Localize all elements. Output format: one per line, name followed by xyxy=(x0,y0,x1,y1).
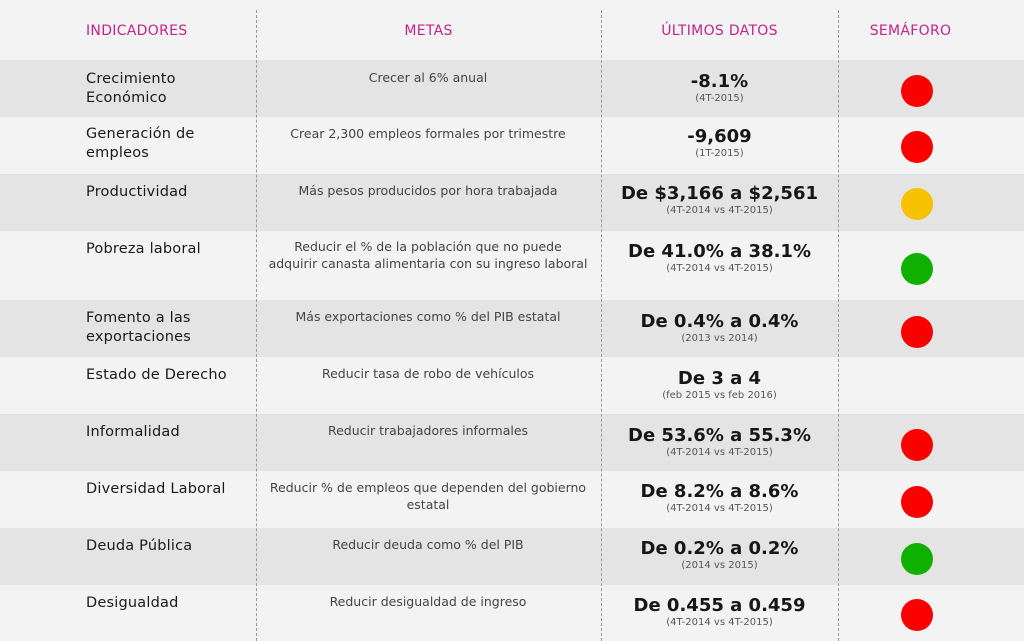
traffic-light-verde-icon xyxy=(901,253,933,285)
data-value: De 0.455 a 0.459 xyxy=(633,595,806,616)
latest-data: De 3 a 4 (feb 2015 vs feb 2016) xyxy=(601,368,838,402)
data-period: (feb 2015 vs feb 2016) xyxy=(662,390,777,401)
goal-text: Más exportaciones como % del PIB estatal xyxy=(295,309,561,324)
data-value: De $3,166 a $2,561 xyxy=(620,183,818,204)
table-row: Productividad Más pesos producidos por ho… xyxy=(0,174,1024,231)
header-metas: METAS xyxy=(404,23,453,39)
data-period: (4T-2015) xyxy=(695,93,744,104)
table-header: INDICADORES METAS ÚLTIMOS DATOS SEMÁFORO xyxy=(0,0,1024,60)
data-value: De 0.2% a 0.2% xyxy=(640,538,799,559)
data-period: (4T-2014 vs 4T-2015) xyxy=(666,503,773,514)
data-period: (2014 vs 2015) xyxy=(681,560,758,571)
data-value: De 8.2% a 8.6% xyxy=(640,481,799,502)
goal-text: Más pesos producidos por hora trabajada xyxy=(298,183,558,198)
traffic-light-rojo-icon xyxy=(901,75,933,107)
goal-text: Reducir tasa de robo de vehículos xyxy=(321,366,534,381)
header-indicadores: INDICADORES xyxy=(86,23,188,39)
data-period: (4T-2014 vs 4T-2015) xyxy=(666,447,773,458)
traffic-light-rojo-icon xyxy=(901,131,933,163)
table-row: Deuda Pública Reducir deuda como % del PI… xyxy=(0,528,1024,585)
goal-text: Reducir trabajadores informales xyxy=(327,423,529,438)
latest-data: De 8.2% a 8.6% (4T-2014 vs 4T-2015) xyxy=(601,481,838,515)
data-period: (4T-2014 vs 4T-2015) xyxy=(666,205,773,216)
goal-text: Crear 2,300 empleos formales por trimest… xyxy=(290,126,566,141)
data-value: De 53.6% a 55.3% xyxy=(628,425,811,446)
table-row: Crecimiento Económico Crecer al 6% anual -… xyxy=(0,60,1024,117)
latest-data: De 0.4% a 0.4% (2013 vs 2014) xyxy=(601,311,838,345)
goal-text: Reducir deuda como % del PIB xyxy=(332,537,524,552)
latest-data: -9,609 (1T-2015) xyxy=(601,126,838,160)
latest-data: De 0.2% a 0.2% (2014 vs 2015) xyxy=(601,538,838,572)
table-row: Pobreza laboral Reducir el % de la poblac… xyxy=(0,231,1024,300)
data-period: (4T-2014 vs 4T-2015) xyxy=(666,617,773,628)
traffic-light-verde-icon xyxy=(901,543,933,575)
data-value: De 3 a 4 xyxy=(677,368,762,389)
indicator-name: Informalidad xyxy=(86,424,180,440)
indicator-name: Productividad xyxy=(86,184,188,200)
data-value: De 0.4% a 0.4% xyxy=(640,311,799,332)
header-ultimos-datos: ÚLTIMOS DATOS xyxy=(661,23,778,39)
data-value: -8.1% xyxy=(690,71,749,92)
traffic-light-rojo-icon xyxy=(901,316,933,348)
latest-data: De 0.455 a 0.459 (4T-2014 vs 4T-2015) xyxy=(601,595,838,629)
indicator-name: Generación de empleos xyxy=(86,126,195,161)
header-semaforo: SEMÁFORO xyxy=(869,23,952,39)
table-row: Estado de Derecho Reducir tasa de robo de… xyxy=(0,357,1024,414)
latest-data: De 53.6% a 55.3% (4T-2014 vs 4T-2015) xyxy=(601,425,838,459)
indicator-name: Deuda Pública xyxy=(86,538,193,554)
table-row: Desigualdad Reducir desigualdad de ingres… xyxy=(0,585,1024,641)
table-row: Fomento a las exportaciones Más exportaci… xyxy=(0,300,1024,357)
column-divider xyxy=(601,10,602,641)
latest-data: -8.1% (4T-2015) xyxy=(601,71,838,105)
data-period: (2013 vs 2014) xyxy=(681,333,758,344)
traffic-light-amarillo-icon xyxy=(901,188,933,220)
data-value: De 41.0% a 38.1% xyxy=(628,241,811,262)
column-divider xyxy=(256,10,257,641)
indicator-name: Diversidad Laboral xyxy=(86,481,226,497)
goal-text: Crecer al 6% anual xyxy=(368,70,488,85)
table-row: Diversidad Laboral Reducir % de empleos q… xyxy=(0,471,1024,528)
indicator-name: Fomento a las exportaciones xyxy=(86,310,191,345)
latest-data: De $3,166 a $2,561 (4T-2014 vs 4T-2015) xyxy=(601,183,838,217)
data-value: -9,609 xyxy=(687,126,752,147)
goal-text: Reducir el % de la población que no pued… xyxy=(268,239,588,271)
traffic-light-rojo-icon xyxy=(901,429,933,461)
indicator-name: Desigualdad xyxy=(86,595,179,611)
indicator-name: Crecimiento Económico xyxy=(86,71,176,106)
indicator-name: Pobreza laboral xyxy=(86,241,201,257)
goal-text: Reducir % de empleos que dependen del go… xyxy=(269,480,587,512)
traffic-light-rojo-icon xyxy=(901,599,933,631)
table-row: Informalidad Reducir trabajadores informa… xyxy=(0,414,1024,471)
traffic-light-rojo-icon xyxy=(901,486,933,518)
latest-data: De 41.0% a 38.1% (4T-2014 vs 4T-2015) xyxy=(601,241,838,275)
data-period: (1T-2015) xyxy=(695,148,744,159)
column-divider xyxy=(838,10,839,641)
goal-text: Reducir desigualdad de ingreso xyxy=(329,594,527,609)
table-row: Generación de empleos Crear 2,300 empleos… xyxy=(0,117,1024,174)
data-period: (4T-2014 vs 4T-2015) xyxy=(666,263,773,274)
indicator-name: Estado de Derecho xyxy=(86,367,227,383)
